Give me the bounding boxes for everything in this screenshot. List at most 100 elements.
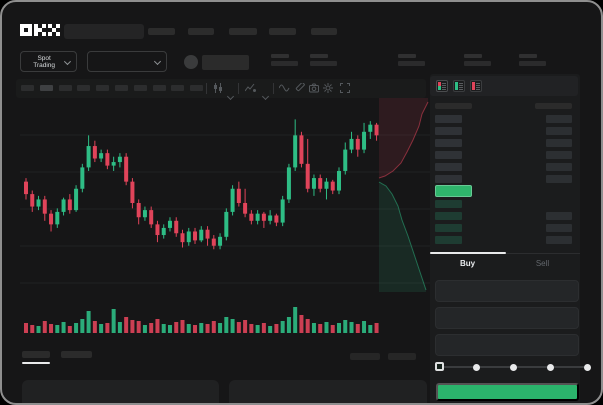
amount-input[interactable] xyxy=(435,307,579,329)
orderbook-bid-row[interactable] xyxy=(430,210,580,222)
ask-price xyxy=(435,175,462,183)
camera-icon[interactable] xyxy=(309,83,319,93)
nav-item[interactable] xyxy=(148,28,175,35)
depth-bids-line xyxy=(378,181,427,291)
orderbook-ask-row[interactable] xyxy=(430,113,580,125)
orderbook-ask-row[interactable] xyxy=(430,137,580,149)
total-input[interactable] xyxy=(435,334,579,356)
candle-up xyxy=(368,124,373,132)
orderbook-ask-row[interactable] xyxy=(430,125,580,137)
stat-label xyxy=(310,54,328,58)
volume-bar xyxy=(74,323,79,333)
indicator-icon[interactable] xyxy=(245,83,256,93)
tab-buy-label: Buy xyxy=(459,258,476,268)
orderbook-ask-row[interactable] xyxy=(430,149,580,161)
orderbook-last-price[interactable] xyxy=(435,185,472,197)
timeframe-button[interactable] xyxy=(77,85,91,91)
stat-label xyxy=(464,54,482,58)
okx-logo-x xyxy=(48,24,60,36)
volume-bar xyxy=(49,324,54,333)
candle-down xyxy=(211,238,216,246)
candle-up xyxy=(86,146,91,168)
market-type-selector[interactable]: Spot Trading xyxy=(20,51,77,72)
volume-bar xyxy=(174,322,179,333)
timeframe-button[interactable] xyxy=(96,85,110,91)
bid-size xyxy=(546,236,572,244)
nav-item[interactable] xyxy=(311,28,337,35)
timeframe-button[interactable] xyxy=(21,85,34,91)
candle-down xyxy=(180,233,185,243)
volume-bar xyxy=(243,320,248,333)
orderbook-bid-row[interactable] xyxy=(430,234,580,246)
buy-submit-button[interactable] xyxy=(436,383,579,401)
orderbook-ask-row[interactable] xyxy=(430,173,580,185)
search-input[interactable] xyxy=(64,24,144,39)
candle-up xyxy=(167,220,172,228)
draw-tool-icon[interactable] xyxy=(295,83,305,93)
orderbook-toolbar xyxy=(430,76,578,96)
volume-bar xyxy=(30,325,35,333)
bottom-right-control[interactable] xyxy=(388,353,416,360)
volume-bar xyxy=(67,326,72,333)
timeframe-button[interactable] xyxy=(171,85,185,91)
slider-stop-dot[interactable] xyxy=(547,364,554,371)
nav-item[interactable] xyxy=(188,28,214,35)
timeframe-button[interactable] xyxy=(190,85,204,91)
candle-up xyxy=(218,236,223,246)
nav-item[interactable] xyxy=(229,28,257,35)
orderbook-mode-bids-icon[interactable] xyxy=(453,80,465,92)
timeframe-button[interactable] xyxy=(58,85,72,91)
candle-up xyxy=(161,227,166,236)
avatar[interactable] xyxy=(184,55,198,69)
volume-bar xyxy=(99,324,104,333)
slider-stop-dot[interactable] xyxy=(510,364,517,371)
volume-bar xyxy=(161,324,166,333)
fullscreen-icon[interactable] xyxy=(340,83,350,93)
candle-down xyxy=(299,135,304,164)
wave-line-icon[interactable] xyxy=(279,83,290,93)
timeframe-button[interactable] xyxy=(39,85,53,91)
orderbook-bid-row[interactable] xyxy=(430,198,580,210)
stat-value xyxy=(464,61,491,66)
nav-item[interactable] xyxy=(269,28,296,35)
volume-bar xyxy=(355,324,360,333)
candle-down xyxy=(330,181,335,191)
slider-stop-dot[interactable] xyxy=(473,364,480,371)
price-input[interactable] xyxy=(435,280,579,302)
orderbook-mode-combined-icon[interactable] xyxy=(436,80,448,92)
slider-stop-dot[interactable] xyxy=(584,364,591,371)
candle-up xyxy=(293,135,298,168)
orderbook-ask-row[interactable] xyxy=(430,161,580,173)
settings-icon[interactable] xyxy=(323,83,333,93)
bottom-right-control[interactable] xyxy=(350,353,380,360)
candle-up xyxy=(186,231,191,243)
volume-bar xyxy=(305,319,310,333)
bottom-tab[interactable] xyxy=(61,351,92,358)
pair-selector[interactable] xyxy=(87,51,167,72)
tab-buy[interactable]: Buy xyxy=(430,253,505,273)
timeframe-button[interactable] xyxy=(133,85,147,91)
candle-up xyxy=(117,156,122,163)
candle-down xyxy=(243,203,248,214)
stat-value xyxy=(271,61,298,66)
tab-sell[interactable]: Sell xyxy=(505,253,580,273)
topbar-button[interactable] xyxy=(202,55,249,70)
orderbook-mode-asks-icon[interactable] xyxy=(470,80,482,92)
orderbook-bid-row[interactable] xyxy=(430,222,580,234)
timeframe-button[interactable] xyxy=(115,85,128,91)
okx-logo[interactable] xyxy=(20,24,60,36)
orderbook-header-size xyxy=(535,103,572,109)
candle-up xyxy=(80,167,85,189)
volume-bar xyxy=(42,321,47,333)
stat-label xyxy=(519,54,537,58)
timeframe-button[interactable] xyxy=(152,85,166,91)
candle-type-icon[interactable] xyxy=(213,83,223,93)
candle-up xyxy=(349,138,354,150)
bottom-tab-active[interactable] xyxy=(22,351,50,358)
slider-handle[interactable] xyxy=(435,362,444,371)
volume-bar xyxy=(318,324,323,333)
candle-down xyxy=(236,188,241,203)
volume-bar xyxy=(249,324,254,333)
